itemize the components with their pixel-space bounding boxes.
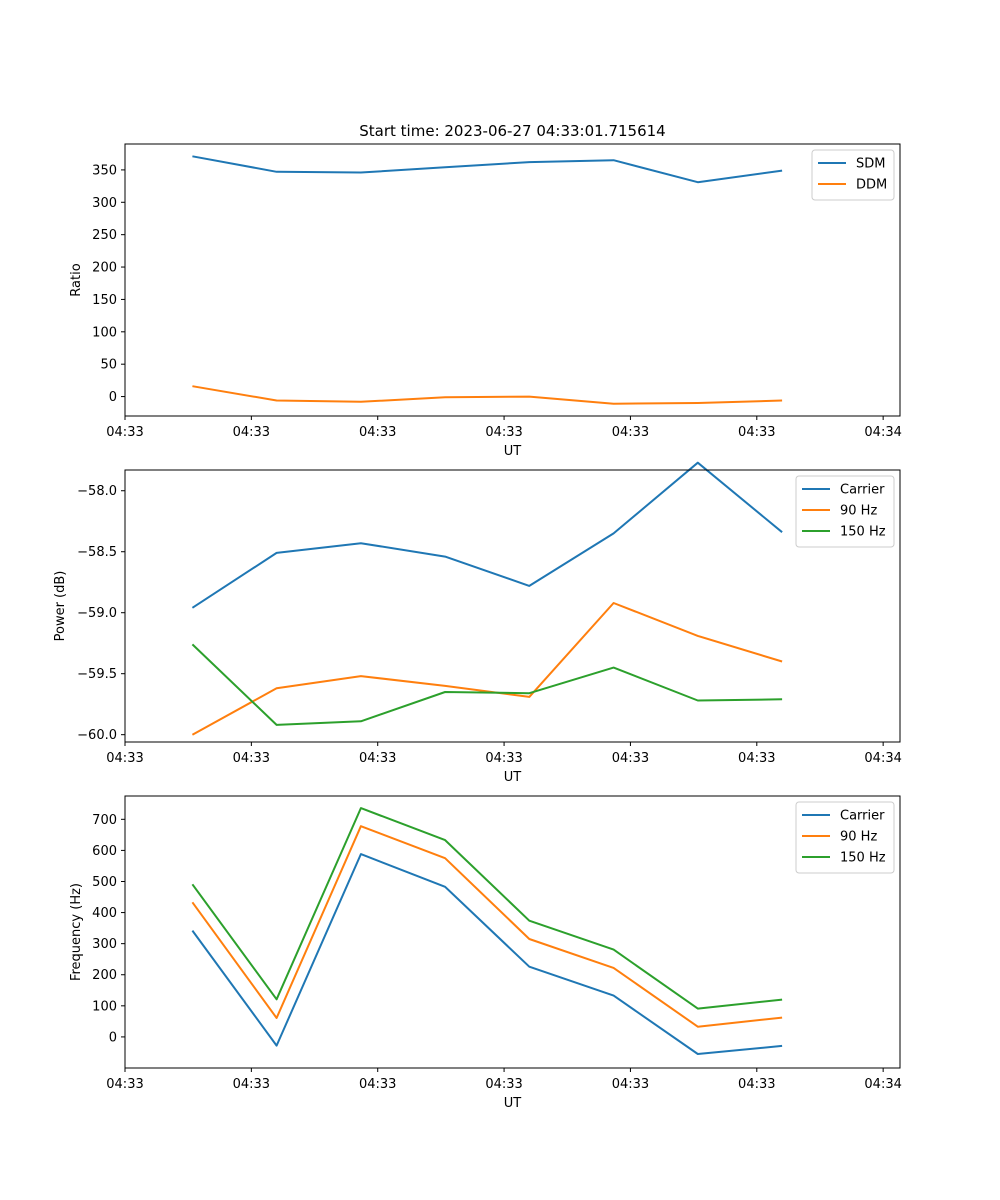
legend-label: 90 Hz [840, 830, 877, 845]
y-tick-label: −60.0 [77, 728, 117, 743]
x-tick-label: 04:34 [864, 751, 901, 766]
legend: SDM DDM [811, 149, 895, 201]
figure-title: Start time: 2023-06-27 04:33:01.715614 [359, 122, 665, 140]
panel-2: 04:33 04:33 04:33 04:33 04:33 04:33 04:34 −60.0… [53, 461, 902, 785]
x-tick-label: 04:34 [864, 425, 901, 440]
panel-1: 04:33 04:33 04:33 04:33 04:33 04:33 04:34 0 50 10… [69, 143, 902, 459]
y-tick-label: 300 [92, 196, 117, 211]
x-tick-label: 04:33 [106, 425, 143, 440]
legend-box [795, 475, 895, 548]
legend-label: SDM [856, 157, 885, 172]
y-axis-label: Ratio [69, 263, 84, 296]
series-line-150-hz [191, 807, 783, 1010]
y-tick-label: 50 [100, 358, 117, 373]
y-tick-label: 600 [92, 844, 117, 859]
series-line-carrier [191, 461, 783, 609]
x-tick-label: 04:33 [485, 751, 522, 766]
y-tick-label: −59.5 [77, 667, 117, 682]
x-tick-label: 04:33 [106, 751, 143, 766]
axes-frame [124, 469, 901, 743]
y-tick-label: 250 [92, 228, 117, 243]
x-tick-label: 04:33 [106, 1077, 143, 1092]
y-tick-label: 0 [109, 1030, 117, 1045]
x-tick-label: 04:33 [359, 751, 396, 766]
x-axis-label: UT [504, 770, 522, 785]
legend-label: Carrier [840, 483, 885, 498]
x-tick-label: 04:33 [359, 425, 396, 440]
x-tick-label: 04:33 [359, 1077, 396, 1092]
x-axis-label: UT [504, 1096, 522, 1111]
x-tick-label: 04:33 [612, 751, 649, 766]
y-tick-label: 0 [109, 390, 117, 405]
x-tick-label: 04:33 [612, 425, 649, 440]
series-line-carrier [191, 853, 783, 1055]
y-axis-label: Frequency (Hz) [69, 883, 84, 981]
x-tick-label: 04:33 [738, 751, 775, 766]
y-tick-label: 300 [92, 937, 117, 952]
x-tick-label: 04:33 [738, 425, 775, 440]
x-tick-label: 04:33 [485, 425, 522, 440]
legend-label: Carrier [840, 809, 885, 824]
x-tick-label: 04:33 [738, 1077, 775, 1092]
legend-label: DDM [856, 178, 887, 193]
y-tick-label: 350 [92, 163, 117, 178]
axes-frame [124, 795, 901, 1069]
x-tick-label: 04:33 [233, 751, 270, 766]
axes-frame [124, 143, 901, 417]
panels: 04:33 04:33 04:33 04:33 04:33 04:33 04:34 0 50 10… [53, 143, 902, 1111]
legend-label: 150 Hz [840, 525, 886, 540]
legend-label: 150 Hz [840, 851, 886, 866]
series-line-sdm [192, 155, 783, 184]
y-axis-label: Power (dB) [53, 571, 68, 642]
x-tick-label: 04:33 [612, 1077, 649, 1092]
y-tick-label: 400 [92, 906, 117, 921]
y-tick-label: 200 [92, 261, 117, 276]
x-tick-label: 04:33 [233, 425, 270, 440]
panel-3: 04:33 04:33 04:33 04:33 04:33 04:33 04:34 0 100 2… [69, 795, 902, 1111]
y-tick-label: 100 [92, 999, 117, 1014]
y-tick-label: 100 [92, 325, 117, 340]
legend-label: 90 Hz [840, 504, 877, 519]
legend: Carrier 90 Hz 150 Hz [795, 801, 895, 874]
series-line-150-hz [191, 643, 783, 726]
x-axis-label: UT [504, 444, 522, 459]
x-tick-label: 04:34 [864, 1077, 901, 1092]
y-tick-label: −58.5 [77, 545, 117, 560]
x-tick-label: 04:33 [233, 1077, 270, 1092]
y-tick-label: 200 [92, 968, 117, 983]
series-line-ddm [192, 385, 783, 405]
y-tick-label: −58.0 [77, 484, 117, 499]
x-tick-label: 04:33 [485, 1077, 522, 1092]
legend: Carrier 90 Hz 150 Hz [795, 475, 895, 548]
series-line-90-hz [191, 602, 783, 736]
y-tick-label: 500 [92, 875, 117, 890]
series-line-90-hz [191, 825, 783, 1028]
y-tick-label: −59.0 [77, 606, 117, 621]
legend-box [795, 801, 895, 874]
y-tick-label: 150 [92, 293, 117, 308]
y-tick-label: 700 [92, 813, 117, 828]
